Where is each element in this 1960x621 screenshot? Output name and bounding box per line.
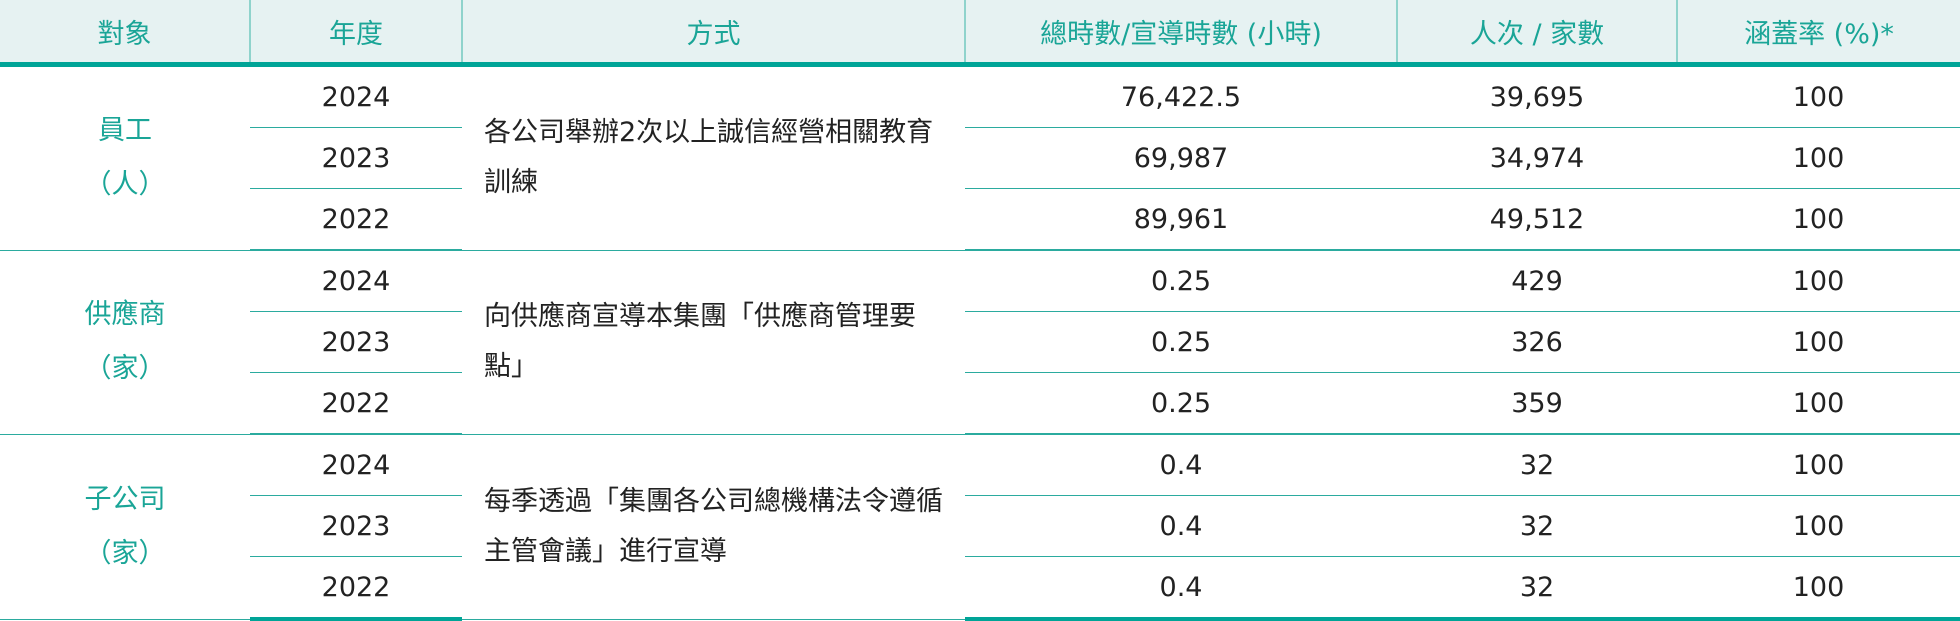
hours-cell: 69,987 <box>965 127 1397 189</box>
year-cell: 2024 <box>250 64 462 128</box>
subject-cell: 子公司 （家） <box>0 434 250 620</box>
subject-unit: （家） <box>84 353 166 384</box>
subject-name: 供應商 <box>84 299 166 330</box>
count-cell: 326 <box>1397 311 1677 373</box>
count-cell: 49,512 <box>1397 188 1677 251</box>
coverage-cell: 100 <box>1677 495 1960 557</box>
hours-cell: 0.4 <box>965 556 1397 621</box>
header-year: 年度 <box>249 0 462 67</box>
count-cell: 32 <box>1397 556 1677 621</box>
header-row: 對象 年度 方式 總時數/宣導時數 (小時) 人次 / 家數 涵蓋率 (%)* <box>0 0 1960 67</box>
hours-cell: 0.25 <box>965 311 1397 373</box>
table-row: 2022 0.4 32 100 <box>0 556 1960 621</box>
year-cell: 2022 <box>250 556 462 621</box>
header-subject: 對象 <box>0 0 250 67</box>
year-cell: 2023 <box>250 127 462 189</box>
hours-cell: 0.25 <box>965 250 1397 312</box>
table-row: 子公司 （家） 2024 每季透過「集團各公司總機構法令遵循主管會議」進行宣導 0.4 3… <box>0 434 1960 620</box>
hours-cell: 89,961 <box>965 188 1397 251</box>
table-row: 員工 （人） 2024 各公司舉辦2次以上誠信經營相關教育訓練 76,422.5 39,6… <box>0 64 1960 251</box>
year-cell: 2024 <box>250 434 462 496</box>
header-hours: 總時數/宣導時數 (小時) <box>964 0 1397 67</box>
table-row: 供應商 （家） 2024 向供應商宣導本集團「供應商管理要點」 0.25 429 100 <box>0 250 1960 435</box>
method-cell: 向供應商宣導本集團「供應商管理要點」 <box>462 250 965 435</box>
year-cell: 2024 <box>250 250 462 312</box>
table-row: 2022 0.25 359 100 <box>0 372 1960 435</box>
coverage-cell: 100 <box>1677 127 1960 189</box>
count-cell: 429 <box>1397 250 1677 312</box>
coverage-cell: 100 <box>1677 556 1960 621</box>
count-cell: 359 <box>1397 372 1677 435</box>
header-coverage: 涵蓋率 (%)* <box>1676 0 1960 67</box>
table-row: 2023 69,987 34,974 100 <box>0 127 1960 189</box>
hours-cell: 76,422.5 <box>965 64 1397 128</box>
year-cell: 2023 <box>250 495 462 557</box>
table-row: 2022 89,961 49,512 100 <box>0 188 1960 251</box>
year-cell: 2022 <box>250 372 462 435</box>
coverage-cell: 100 <box>1677 64 1960 128</box>
count-cell: 39,695 <box>1397 64 1677 128</box>
subject-name: 員工 <box>98 115 152 147</box>
count-cell: 32 <box>1397 434 1677 496</box>
year-cell: 2022 <box>250 188 462 251</box>
coverage-cell: 100 <box>1677 188 1960 251</box>
table-row: 2023 0.4 32 100 <box>0 495 1960 557</box>
coverage-cell: 100 <box>1677 372 1960 435</box>
count-cell: 32 <box>1397 495 1677 557</box>
method-cell: 各公司舉辦2次以上誠信經營相關教育訓練 <box>462 64 965 251</box>
subject-unit: （家） <box>84 537 166 569</box>
subject-unit: （人） <box>84 169 166 201</box>
hours-cell: 0.25 <box>965 372 1397 435</box>
hours-cell: 0.4 <box>965 495 1397 557</box>
table-row: 2023 0.25 326 100 <box>0 311 1960 373</box>
subject-cell: 員工 （人） <box>0 64 250 251</box>
subject-name: 子公司 <box>84 483 166 515</box>
subject-cell: 供應商 （家） <box>0 250 250 435</box>
coverage-cell: 100 <box>1677 311 1960 373</box>
header-method: 方式 <box>461 0 965 67</box>
count-cell: 34,974 <box>1397 127 1677 189</box>
method-cell: 每季透過「集團各公司總機構法令遵循主管會議」進行宣導 <box>462 434 965 620</box>
year-cell: 2023 <box>250 311 462 373</box>
coverage-cell: 100 <box>1677 250 1960 312</box>
coverage-cell: 100 <box>1677 434 1960 496</box>
header-count: 人次 / 家數 <box>1396 0 1677 67</box>
hours-cell: 0.4 <box>965 434 1397 496</box>
